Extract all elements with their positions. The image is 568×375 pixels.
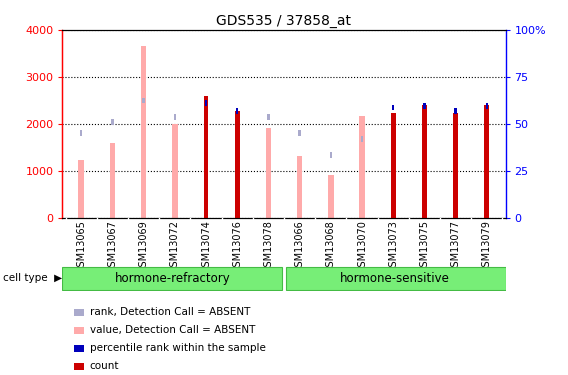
Bar [329,152,332,158]
Bar [78,160,84,218]
Text: GSM13069: GSM13069 [139,220,149,273]
Bar [267,114,270,120]
Text: cell type  ▶: cell type ▶ [3,273,62,284]
Text: rank, Detection Call = ABSENT: rank, Detection Call = ABSENT [90,307,250,317]
Bar [454,108,457,114]
Text: GSM13068: GSM13068 [326,220,336,273]
Text: GSM13076: GSM13076 [232,220,242,273]
Bar [204,96,208,218]
Bar [143,98,145,103]
Bar [359,116,365,218]
Bar [80,130,82,136]
Text: GSM13078: GSM13078 [264,220,273,273]
Bar [174,114,176,120]
Text: GSM13066: GSM13066 [295,220,304,273]
Text: hormone-sensitive: hormone-sensitive [340,272,450,285]
Bar [453,113,458,218]
Text: hormone-refractory: hormone-refractory [115,272,231,285]
Bar [172,124,178,218]
Bar [391,112,395,218]
Bar [486,103,488,109]
Text: GSM13074: GSM13074 [201,220,211,273]
Bar [286,267,506,290]
Bar [235,111,240,218]
Text: GSM13070: GSM13070 [357,220,367,273]
Text: GSM13072: GSM13072 [170,220,180,273]
Text: GSM13073: GSM13073 [388,220,398,273]
Bar [266,128,271,218]
Bar [392,105,394,110]
Bar [361,136,364,142]
Text: GSM13079: GSM13079 [482,220,492,273]
Bar [422,105,427,218]
Bar [111,119,114,124]
Bar [236,108,239,114]
Title: GDS535 / 37858_at: GDS535 / 37858_at [216,13,352,28]
Bar [204,100,207,106]
Bar [485,105,489,218]
Bar [328,176,333,217]
Text: value, Detection Call = ABSENT: value, Detection Call = ABSENT [90,325,255,335]
Text: GSM13065: GSM13065 [76,220,86,273]
Text: GSM13067: GSM13067 [107,220,118,273]
Bar [298,130,301,136]
Text: GSM13077: GSM13077 [450,220,461,273]
Bar [141,46,147,217]
Bar [423,103,425,109]
Text: count: count [90,361,119,371]
Bar [297,156,302,218]
Bar [62,267,282,290]
Bar [110,144,115,218]
Text: percentile rank within the sample: percentile rank within the sample [90,343,266,353]
Text: GSM13075: GSM13075 [419,220,429,273]
